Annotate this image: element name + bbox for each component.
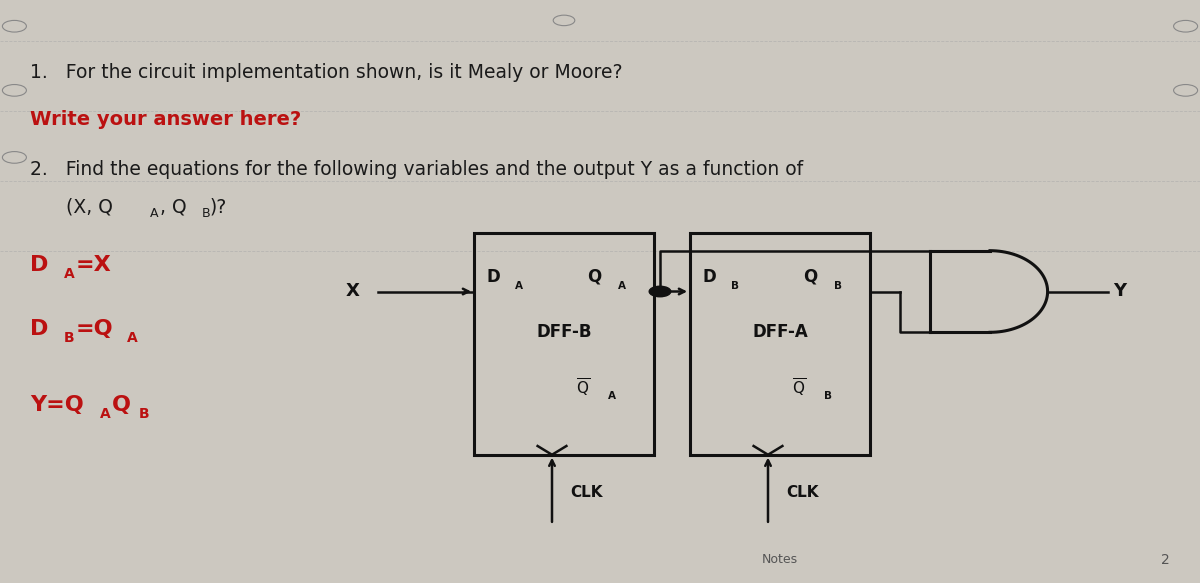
Text: DFF-A: DFF-A [752, 324, 808, 341]
Text: 2.   Find the equations for the following variables and the output Y as a functi: 2. Find the equations for the following … [30, 160, 803, 178]
Text: B: B [834, 280, 842, 291]
Text: =X: =X [76, 255, 112, 275]
Bar [690, 233, 870, 455]
Circle shape [1174, 20, 1198, 32]
Circle shape [553, 15, 575, 26]
Text: A: A [515, 280, 523, 291]
Text: Q: Q [803, 268, 817, 286]
Text: B: B [731, 280, 739, 291]
Text: D: D [486, 268, 499, 286]
Circle shape [1174, 85, 1198, 96]
Text: B: B [202, 207, 210, 220]
Text: DFF-B: DFF-B [536, 324, 592, 341]
Text: Y=Q: Y=Q [30, 395, 84, 415]
Text: Notes: Notes [762, 553, 798, 566]
Text: X: X [346, 283, 360, 300]
Text: 2: 2 [1162, 553, 1170, 567]
Text: $\overline{\mathrm{Q}}$: $\overline{\mathrm{Q}}$ [792, 377, 806, 399]
Text: Q: Q [112, 395, 131, 415]
Text: Y: Y [1114, 283, 1127, 300]
Text: D: D [30, 319, 48, 339]
Text: 1.   For the circuit implementation shown, is it Mealy or Moore?: 1. For the circuit implementation shown,… [30, 64, 623, 82]
Circle shape [2, 85, 26, 96]
Text: Write your answer here?: Write your answer here? [30, 110, 301, 129]
Text: CLK: CLK [786, 485, 818, 500]
Text: , Q: , Q [160, 198, 186, 216]
Text: $\overline{\mathrm{Q}}$: $\overline{\mathrm{Q}}$ [576, 377, 590, 399]
Text: A: A [127, 331, 138, 345]
Text: B: B [139, 407, 150, 421]
Text: B: B [824, 391, 833, 402]
Text: A: A [618, 280, 626, 291]
Text: (X, Q: (X, Q [66, 198, 113, 216]
Text: B: B [64, 331, 74, 345]
Text: Q: Q [587, 268, 601, 286]
Text: D: D [30, 255, 48, 275]
Circle shape [2, 20, 26, 32]
Text: A: A [608, 391, 617, 402]
Text: CLK: CLK [570, 485, 602, 500]
Circle shape [2, 152, 26, 163]
Text: A: A [150, 207, 158, 220]
Text: A: A [100, 407, 110, 421]
Text: D: D [702, 268, 715, 286]
Text: =Q: =Q [76, 319, 113, 339]
Text: )?: )? [210, 198, 227, 216]
Bar [474, 233, 654, 455]
Text: A: A [64, 267, 74, 281]
Circle shape [649, 286, 671, 297]
